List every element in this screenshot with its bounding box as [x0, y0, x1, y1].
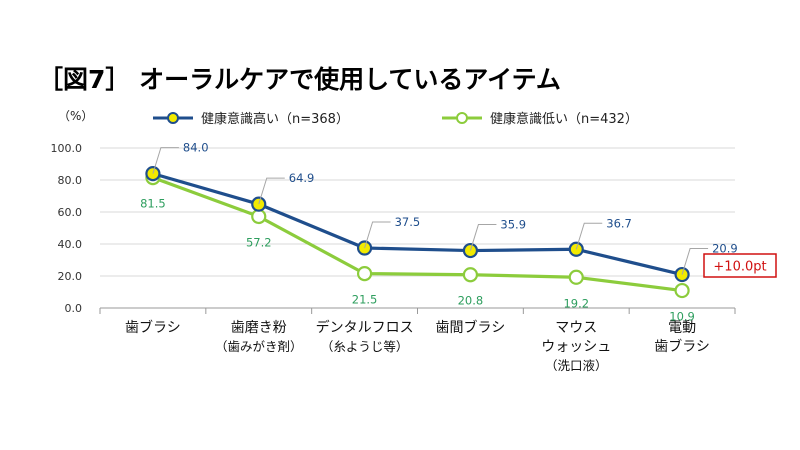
data-label: 10.9: [669, 310, 695, 324]
x-category-label: 歯間ブラシ: [436, 319, 506, 336]
data-point: [462, 267, 479, 283]
data-point: [356, 266, 373, 282]
y-tick-label: 20.0: [58, 270, 83, 283]
unit-label: （%）: [58, 109, 93, 123]
y-tick-label: 40.0: [58, 238, 83, 251]
y-tick-label: 0.0: [65, 302, 83, 315]
legend-marker: [167, 112, 179, 124]
data-label: 57.2: [246, 235, 272, 249]
data-label: 20.9: [712, 242, 738, 256]
leader-line: [469, 224, 497, 251]
leader-line: [364, 221, 391, 249]
data-label: 36.7: [606, 216, 632, 230]
y-tick-label: 80.0: [58, 174, 83, 187]
x-category-label: ウォッシュ: [541, 339, 611, 355]
series: [145, 166, 690, 299]
y-tick-label: 60.0: [58, 206, 83, 219]
legend-marker: [456, 112, 468, 124]
data-point: [568, 269, 584, 285]
x-category-label: 歯ブラシ: [654, 338, 710, 355]
x-category-label: 歯ブラシ: [125, 319, 181, 336]
data-label: 37.5: [395, 215, 421, 229]
y-tick-label: 100.0: [51, 142, 83, 155]
annotations: +10.0pt: [703, 253, 777, 278]
data-point: [674, 282, 690, 299]
legend-label: 健康意識高い（n=368）: [201, 111, 349, 127]
x-category-label: （糸ようじ等）: [321, 339, 409, 354]
data-label: 35.9: [500, 218, 526, 232]
leader-line: [681, 248, 709, 275]
leader-line: [152, 147, 179, 174]
leader-line: [258, 177, 285, 205]
x-category-label: マウス: [555, 320, 597, 336]
difference-annotation: +10.0pt: [713, 260, 766, 275]
x-category-label: （洗口液）: [545, 358, 608, 373]
data-label: 19.2: [563, 296, 589, 310]
data-label: 21.5: [352, 293, 378, 307]
difference-annotation-box: [703, 253, 777, 278]
legend: 健康意識高い（n=368） 健康意識低い（n=432）: [153, 111, 638, 127]
x-category-label: 歯磨き粉: [231, 320, 287, 336]
series-line: [152, 176, 683, 293]
leader-line: [575, 222, 603, 250]
x-category-label: デンタルフロス: [316, 319, 414, 336]
x-category-label: （歯みがき剤）: [215, 339, 303, 354]
series-line: [152, 172, 683, 277]
data-label: 20.8: [458, 294, 484, 308]
data-point: [251, 208, 267, 225]
data-labels: 84.0 64.9 37.5 35.9 36.7 20.9 81.5 57.2 21.5 20.8…: [140, 141, 738, 324]
chart-title: ［図7］ オーラルケアで使用しているアイテム: [38, 65, 561, 94]
data-label: 81.5: [140, 197, 166, 211]
data-label: 64.9: [289, 171, 315, 185]
data-label: 84.0: [183, 141, 209, 155]
x-category-label: 電動: [668, 320, 696, 336]
legend-label: 健康意識低い（n=432）: [490, 111, 638, 127]
grid: [100, 147, 735, 277]
axes: 100.0 80.0 60.0 40.0 20.0 0.0 歯ブラシ 歯磨き粉 （歯みがき剤） デ…: [51, 142, 736, 373]
